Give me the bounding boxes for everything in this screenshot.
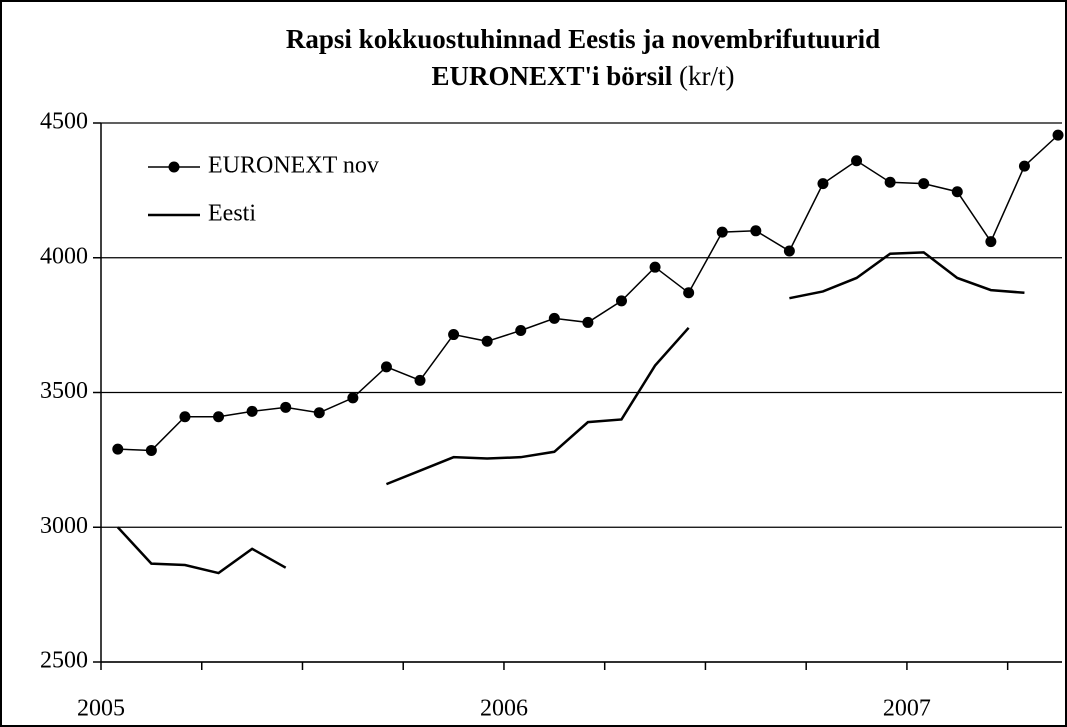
point — [481, 335, 493, 347]
point — [213, 411, 225, 423]
legend-marker — [168, 161, 180, 173]
point — [615, 295, 627, 307]
x-tick-label: 2006 — [480, 696, 528, 722]
point — [347, 392, 359, 404]
unit: (kr/t) — [679, 61, 734, 91]
point — [817, 178, 829, 190]
point — [683, 287, 695, 299]
point — [649, 261, 661, 273]
point — [1052, 129, 1064, 141]
point — [750, 225, 762, 237]
y-tick-label: 3500 — [40, 378, 88, 404]
point — [851, 155, 863, 167]
y-tick-label: 4500 — [40, 109, 88, 135]
point — [985, 236, 997, 248]
point — [448, 329, 460, 341]
point — [783, 245, 795, 257]
series-line — [117, 134, 1059, 452]
point — [280, 401, 292, 413]
point — [1018, 160, 1030, 172]
point — [951, 186, 963, 198]
x-tick-label: 2005 — [77, 696, 125, 722]
legend-label: EURONEXT nov — [208, 153, 379, 179]
series-line — [116, 251, 1025, 575]
y-tick-label: 2500 — [40, 648, 88, 674]
point — [145, 444, 157, 456]
point — [548, 312, 560, 324]
point — [582, 316, 594, 328]
legend-label: Eesti — [208, 201, 256, 227]
point — [918, 178, 930, 190]
chart-title: EURONEXT'i börsil — [431, 61, 672, 91]
y-tick-label: 3000 — [40, 513, 88, 539]
y-tick-label: 4000 — [40, 243, 88, 269]
point — [112, 443, 124, 455]
point — [716, 226, 728, 238]
chart-title: Rapsi kokkuostuhinnad Eestis ja novembri… — [286, 24, 880, 54]
point — [515, 325, 527, 337]
x-tick-label: 2007 — [883, 696, 931, 722]
point — [246, 405, 258, 417]
chart-title-line: EURONEXT'i börsil (kr/t) — [431, 61, 734, 91]
point — [414, 374, 426, 386]
point — [179, 411, 191, 423]
point — [884, 176, 896, 188]
point — [380, 361, 392, 373]
point — [313, 407, 325, 419]
